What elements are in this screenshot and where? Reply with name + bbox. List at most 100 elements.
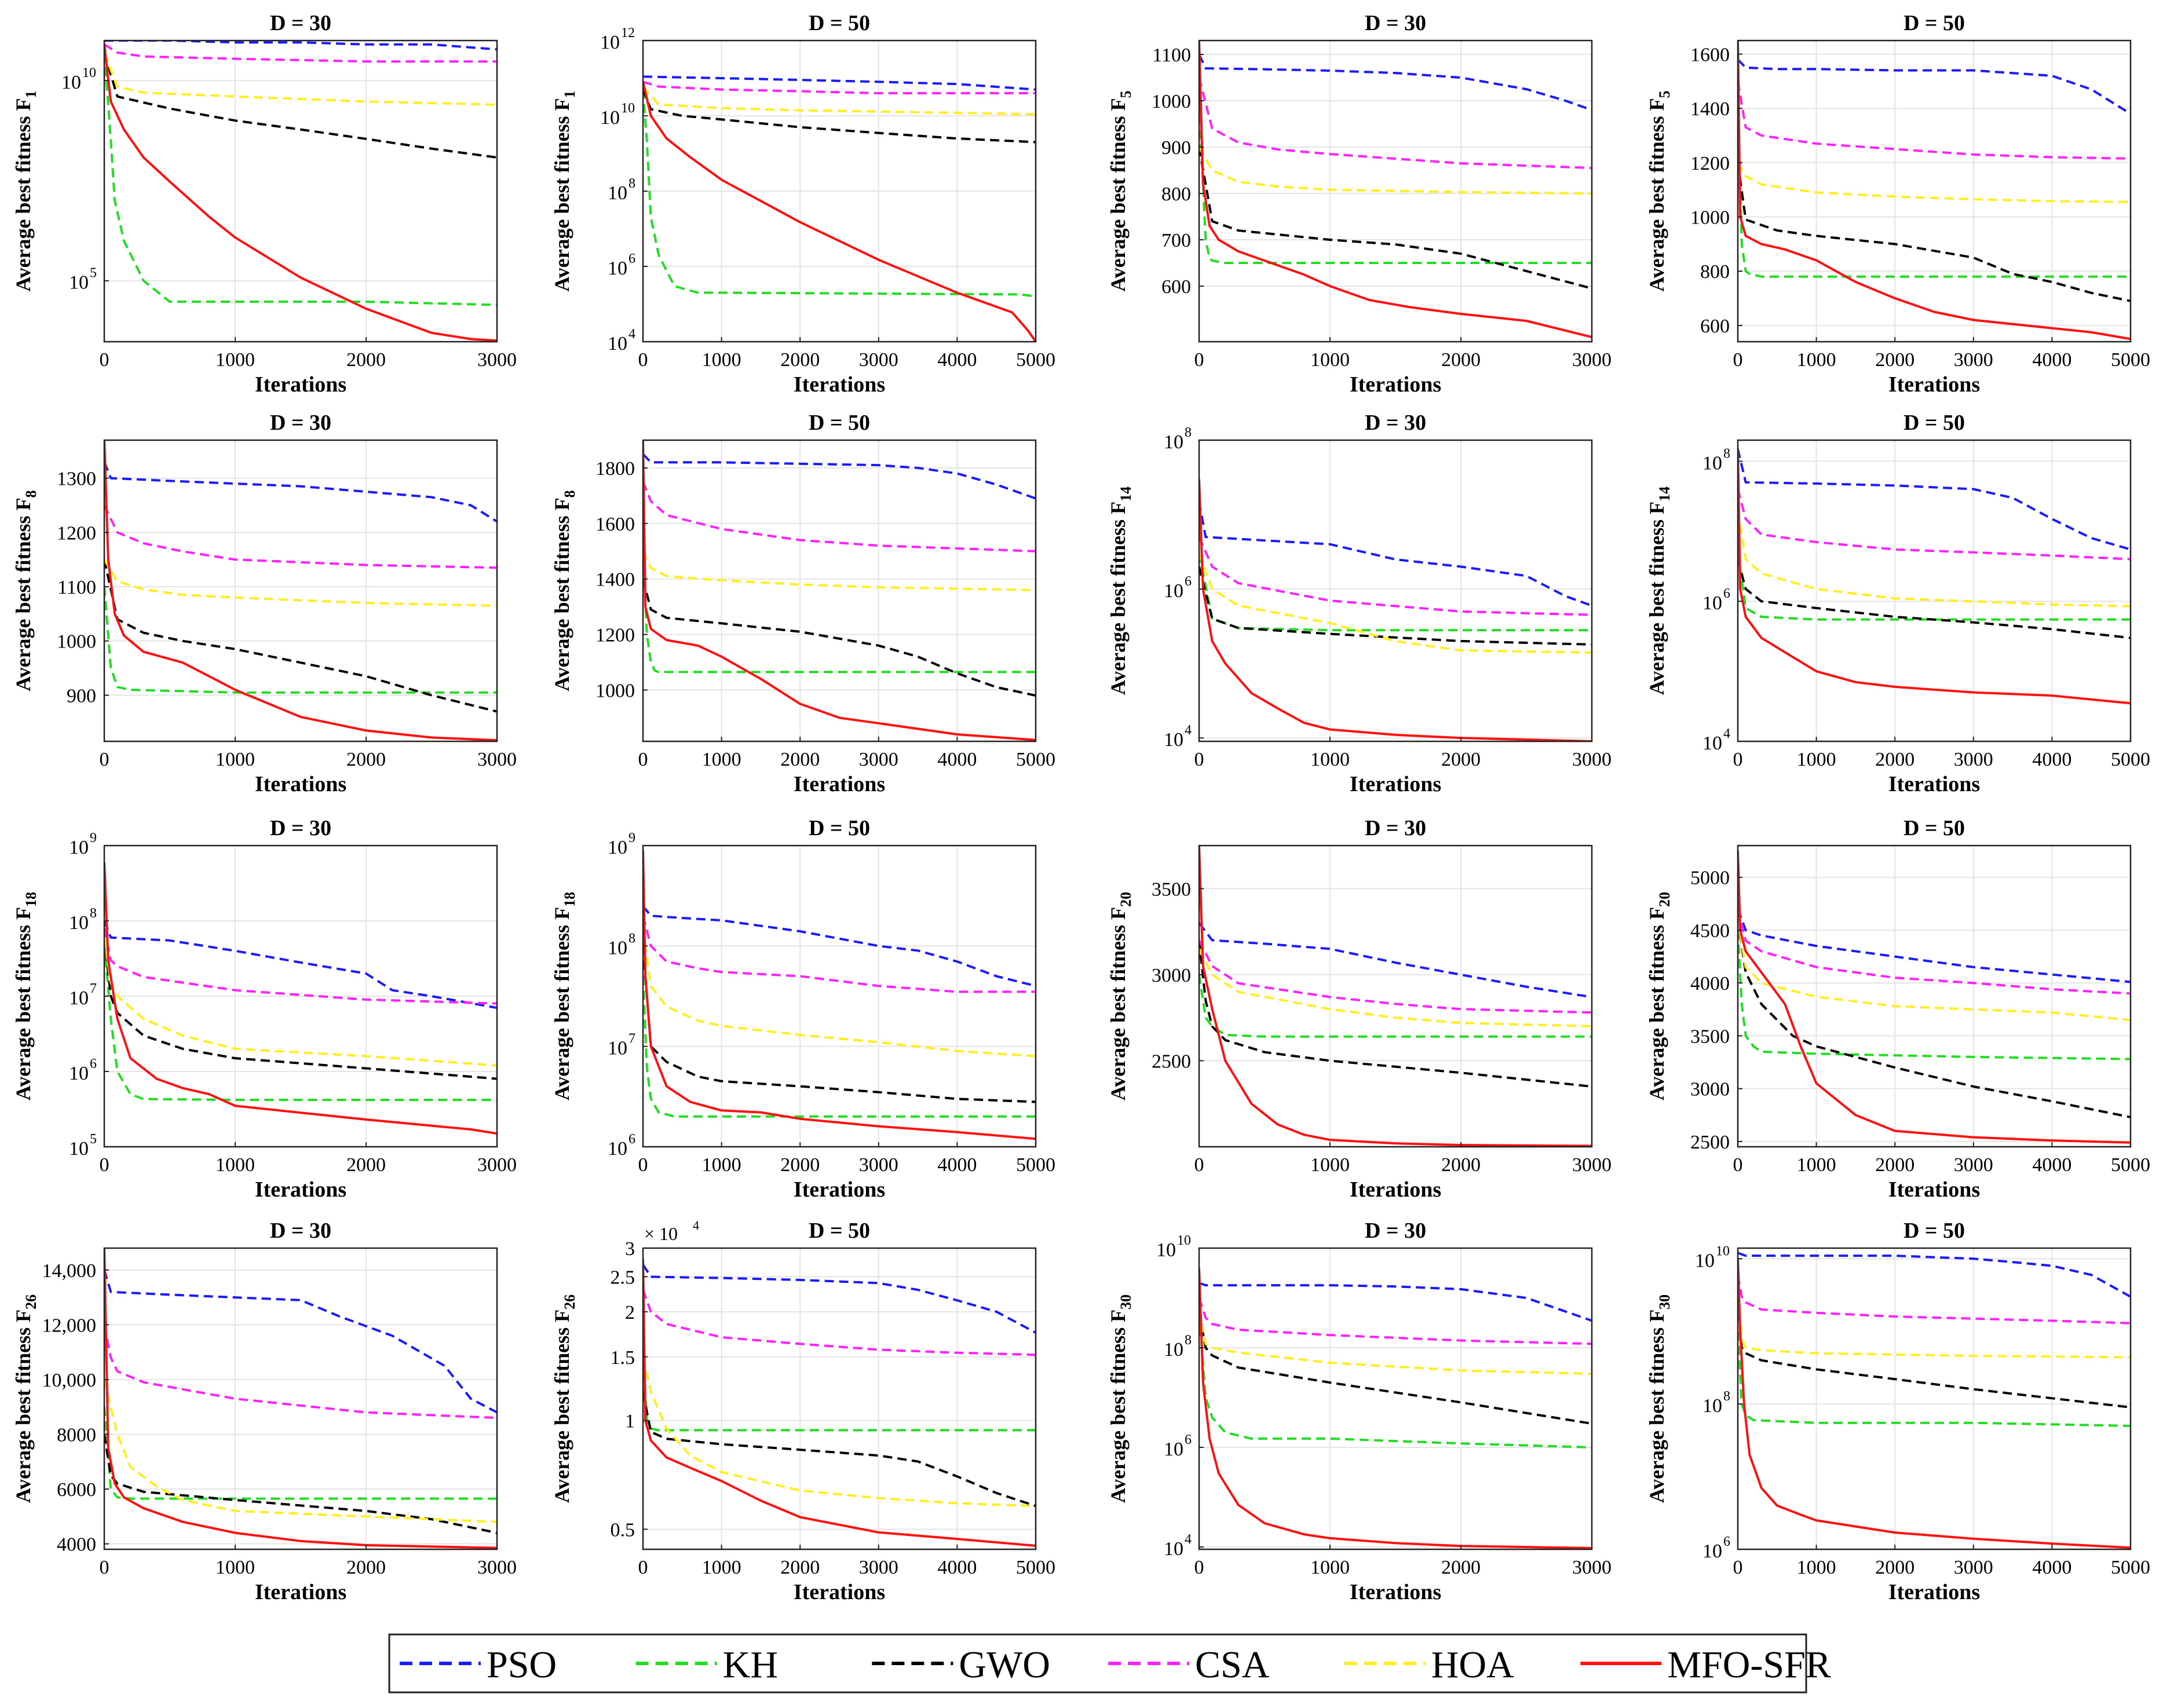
y-axis-label: Average best fitness F5 bbox=[1645, 90, 1673, 291]
y-tick-label: 10 bbox=[1164, 580, 1183, 602]
subplot-title: D = 30 bbox=[270, 411, 331, 435]
x-tick-label: 4000 bbox=[937, 749, 977, 770]
y-tick-label: 1000 bbox=[57, 631, 96, 653]
y-tick-label: 900 bbox=[67, 685, 96, 707]
axes-box bbox=[103, 39, 498, 343]
subplot-title: D = 50 bbox=[809, 411, 870, 435]
y-tick-exponent: 4 bbox=[1185, 723, 1192, 738]
y-tick-exponent: 4 bbox=[629, 327, 635, 342]
y-tick-label: 6000 bbox=[57, 1479, 96, 1501]
x-tick-label: 2000 bbox=[346, 1557, 386, 1578]
x-tick-label: 0 bbox=[638, 1154, 648, 1176]
series-gwo-line bbox=[1199, 566, 1592, 646]
axes-box bbox=[1737, 1247, 2132, 1550]
series-group bbox=[104, 440, 497, 741]
series-csa-line bbox=[1738, 1274, 2131, 1325]
axes-box bbox=[1198, 1247, 1593, 1550]
x-tick-label: 0 bbox=[1194, 749, 1204, 770]
x-tick-label: 2000 bbox=[780, 1557, 820, 1578]
series-gwo-line bbox=[643, 946, 1036, 1103]
subplot-12: 0 1000 2000 3000 4000 5000 2500 3000 3500 4000 450… bbox=[1645, 816, 2150, 1202]
x-axis-label: Iterations bbox=[255, 1580, 346, 1604]
y-tick-label: 2 bbox=[625, 1302, 635, 1323]
y-tick-exponent: 8 bbox=[1185, 425, 1192, 440]
y-tick-label: 10 bbox=[1164, 1538, 1183, 1560]
series-group bbox=[1199, 1268, 1592, 1549]
y-tick-label: 3000 bbox=[1690, 1079, 1730, 1100]
x-tick-label: 5000 bbox=[2111, 1154, 2150, 1176]
series-kh-line bbox=[643, 551, 1036, 674]
series-kh-line bbox=[1199, 553, 1592, 632]
y-tick-label: 10 bbox=[608, 182, 627, 204]
y-tick-label: 0.5 bbox=[611, 1519, 635, 1541]
subplot-title: D = 50 bbox=[809, 1219, 870, 1243]
x-tick-label: 4000 bbox=[937, 1557, 977, 1578]
plot-area bbox=[1738, 41, 2131, 342]
x-tick-label: 0 bbox=[638, 349, 648, 371]
y-axis-multiplier: × 10 bbox=[644, 1223, 678, 1244]
y-tick-exponent: 8 bbox=[90, 906, 97, 921]
series-hoa-line bbox=[643, 1356, 1036, 1508]
y-tick-label: 4000 bbox=[1690, 973, 1730, 994]
y-tick-label: 10 bbox=[1164, 729, 1183, 751]
subplot-13: 0 1000 2000 3000 4000 6000 8000 10,000 12,000 14,… bbox=[12, 1219, 517, 1604]
y-tick-label: 3500 bbox=[1690, 1026, 1730, 1047]
x-tick-label: 3000 bbox=[859, 1557, 898, 1578]
x-tick-label: 1000 bbox=[215, 1154, 255, 1176]
x-axis-label: Iterations bbox=[794, 1177, 885, 1202]
series-group bbox=[1199, 846, 1592, 1147]
y-tick-label: 10 bbox=[1164, 431, 1183, 453]
y-axis-label: Average best fitness F8 bbox=[12, 490, 39, 691]
y-tick-label: 1000 bbox=[595, 680, 635, 701]
subplot-3: 0 1000 2000 3000 600 700 800 900 1000 1100 D = 30 I… bbox=[1106, 11, 1612, 397]
subplot-5: 0 1000 2000 3000 900 1000 1100 1200 1300 D = 30 It… bbox=[12, 411, 517, 796]
legend-label-hoa: HOA bbox=[1431, 1644, 1514, 1686]
series-pso-line bbox=[104, 41, 497, 51]
y-tick-label: 1100 bbox=[57, 577, 96, 598]
y-tick-label: 4500 bbox=[1690, 920, 1730, 942]
subplot-title: D = 30 bbox=[1365, 1219, 1426, 1243]
series-csa-line bbox=[643, 81, 1036, 94]
x-axis-label: Iterations bbox=[794, 772, 885, 796]
x-tick-label: 2000 bbox=[1875, 1557, 1914, 1578]
series-kh-line bbox=[1738, 930, 2131, 1060]
plot-area bbox=[1199, 1248, 1592, 1549]
y-axis-label: Average best fitness F26 bbox=[550, 1294, 578, 1503]
plot-area bbox=[104, 440, 497, 741]
subplot-title: D = 50 bbox=[809, 11, 870, 35]
series-pso-line bbox=[104, 920, 497, 1010]
legend-label-mfo-sfr: MFO-SFR bbox=[1667, 1644, 1830, 1686]
subplot-title: D = 30 bbox=[270, 816, 331, 840]
x-tick-label: 4000 bbox=[937, 1154, 977, 1176]
axes-box bbox=[1198, 844, 1593, 1148]
x-axis-label: Iterations bbox=[1888, 772, 1980, 796]
x-tick-label: 3000 bbox=[1954, 1557, 1993, 1578]
plot-area bbox=[1199, 41, 1592, 342]
y-tick-exponent: 8 bbox=[1723, 1389, 1730, 1404]
x-tick-label: 2000 bbox=[780, 349, 820, 371]
y-axis-label: Average best fitness F30 bbox=[1106, 1294, 1134, 1503]
y-tick-exponent: 9 bbox=[90, 831, 97, 846]
x-tick-label: 5000 bbox=[2111, 349, 2150, 371]
series-gwo-line bbox=[1738, 558, 2131, 639]
x-tick-label: 0 bbox=[1733, 1154, 1743, 1176]
plot-area bbox=[1199, 846, 1592, 1147]
x-tick-label: 5000 bbox=[1016, 1557, 1055, 1578]
y-tick-exponent: 9 bbox=[629, 831, 635, 846]
x-tick-label: 1000 bbox=[702, 349, 741, 371]
subplot-title: D = 30 bbox=[270, 1219, 331, 1243]
x-tick-label: 4000 bbox=[2032, 749, 2071, 770]
x-tick-label: 1000 bbox=[702, 749, 741, 770]
x-tick-label: 2000 bbox=[780, 1154, 820, 1176]
x-tick-label: 5000 bbox=[1016, 1154, 1055, 1176]
series-csa-line bbox=[104, 504, 497, 569]
x-tick-label: 0 bbox=[1194, 1557, 1204, 1578]
axes-box bbox=[103, 439, 498, 743]
series-kh-line bbox=[1199, 100, 1592, 264]
y-tick-label: 10 bbox=[608, 1038, 627, 1059]
x-tick-label: 3000 bbox=[1572, 749, 1612, 770]
